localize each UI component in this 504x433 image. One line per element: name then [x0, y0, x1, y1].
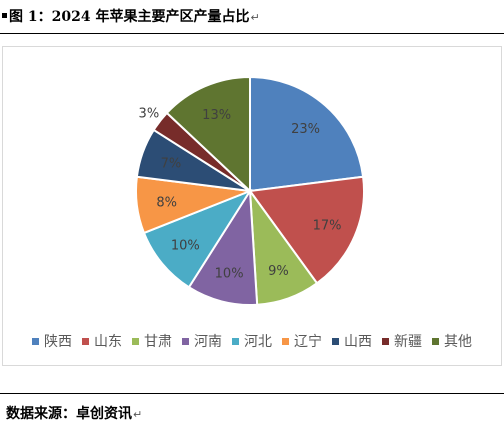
- pie-data-label-2: 17%: [313, 218, 342, 233]
- legend-item-4: 河南: [182, 331, 222, 351]
- legend-swatch-7: [332, 337, 339, 345]
- pie-data-label-9: 13%: [202, 108, 231, 123]
- legend-label-8: 新疆: [394, 334, 422, 350]
- pie-data-label-6: 8%: [156, 196, 177, 211]
- pie-slice-2: [248, 175, 365, 285]
- legend-label-1: 陕西: [44, 334, 72, 350]
- legend-swatch-6: [282, 337, 289, 345]
- pie-data-label-3: 9%: [268, 264, 289, 279]
- legend-label-4: 河南: [194, 334, 222, 350]
- legend-label-6: 辽宁: [294, 334, 322, 350]
- figure-title-text: 图 1：2024 年苹果主要产区产量占比: [9, 9, 250, 25]
- legend-item-7: 山西: [332, 331, 372, 351]
- legend-swatch-8: [382, 337, 389, 345]
- legend-label-5: 河北: [244, 334, 272, 350]
- legend-item-5: 河北: [232, 331, 272, 351]
- pie-data-label-4: 10%: [215, 266, 244, 281]
- source-text: 数据来源：卓创资讯: [6, 406, 132, 422]
- legend-label-9: 其他: [444, 334, 472, 350]
- pie-slice-5: [142, 188, 253, 289]
- top-rule: [0, 33, 504, 34]
- source-return-mark: ↵: [133, 408, 143, 421]
- legend-swatch-5: [232, 337, 239, 345]
- chart-frame: 23% 17% 9% 10% 10% 8% 7% 3% 13% 陕西 山东 甘肃 河南 河北 辽宁 山西 新疆…: [2, 46, 502, 366]
- figure-title: 图 1：2024 年苹果主要产区产量占比↵: [2, 6, 502, 32]
- legend-swatch-1: [32, 337, 39, 345]
- legend-swatch-9: [432, 337, 439, 345]
- pie-slice-1: [249, 75, 365, 193]
- pie-data-label-8: 3%: [139, 107, 160, 122]
- pie-data-label-1: 23%: [291, 122, 320, 137]
- legend-item-6: 辽宁: [282, 331, 322, 351]
- pie-slices: [135, 75, 365, 307]
- legend-label-2: 山东: [94, 334, 122, 350]
- legend-swatch-2: [82, 337, 89, 345]
- legend-swatch-3: [132, 337, 139, 345]
- title-bullet: [2, 12, 7, 18]
- pie-data-labels: 23% 17% 9% 10% 10% 8% 7% 3% 13%: [139, 107, 342, 282]
- pie-chart: 23% 17% 9% 10% 10% 8% 7% 3% 13%: [135, 75, 365, 307]
- return-mark: ↵: [250, 11, 260, 24]
- legend-item-2: 山东: [82, 331, 122, 351]
- legend-label-3: 甘肃: [144, 334, 172, 350]
- source-note: 数据来源：卓创资讯↵: [6, 403, 142, 423]
- legend-item-3: 甘肃: [132, 331, 172, 351]
- pie-slice-9: [165, 75, 251, 194]
- legend-item-9: 其他: [432, 331, 472, 351]
- pie-data-label-5: 10%: [171, 239, 200, 254]
- legend-item-1: 陕西: [32, 331, 72, 351]
- legend-item-8: 新疆: [382, 331, 422, 351]
- bottom-rule: [0, 393, 504, 394]
- legend-label-7: 山西: [344, 334, 372, 350]
- chart-legend: 陕西 山东 甘肃 河南 河北 辽宁 山西 新疆 其他: [3, 330, 501, 352]
- pie-data-label-7: 7%: [161, 157, 182, 172]
- legend-swatch-4: [182, 337, 189, 345]
- pie-slice-4: [187, 187, 259, 307]
